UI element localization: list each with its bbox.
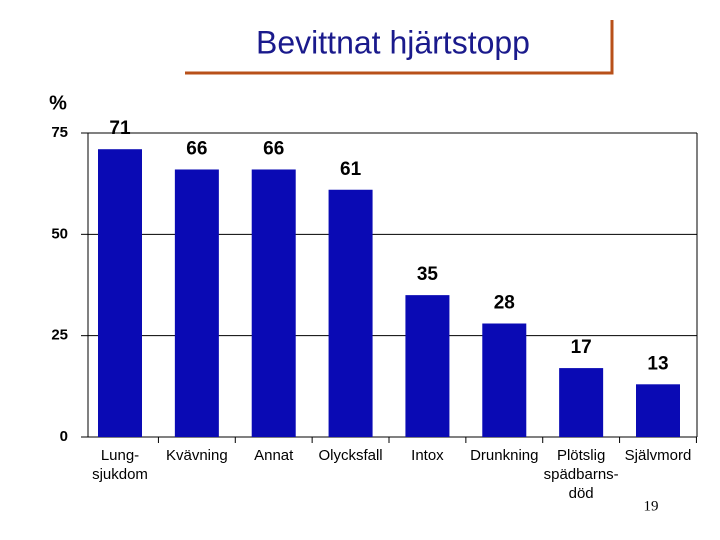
- bar: [251, 169, 296, 438]
- x-tick-label: Kvävning: [165, 447, 228, 464]
- title-decoration: [185, 20, 614, 75]
- bar: [328, 189, 373, 437]
- x-tick-label: Olycksfall: [318, 447, 383, 464]
- value-label: 13: [647, 353, 668, 374]
- value-label: 17: [571, 337, 592, 358]
- x-tick-label: Annat: [254, 447, 294, 464]
- value-label: 28: [494, 293, 515, 314]
- x-tick-label: Plötslig spädbarns- död: [543, 447, 619, 502]
- x-tick-label: Drunkning: [470, 447, 539, 464]
- y-tick-label: 75: [51, 124, 68, 141]
- bar: [559, 368, 604, 437]
- bar: [482, 323, 527, 437]
- bar: [405, 295, 450, 437]
- page-number: 19: [644, 498, 659, 514]
- bar: [636, 384, 680, 437]
- bar: [174, 169, 219, 438]
- x-tick-label: Intox: [411, 447, 444, 464]
- bar: [98, 149, 142, 438]
- value-label: 66: [263, 138, 284, 159]
- value-label: 71: [109, 118, 131, 139]
- chart-title: Bevittnat hjärtstopp: [256, 24, 530, 60]
- value-label: 35: [417, 264, 439, 285]
- y-tick-label: 25: [51, 327, 68, 344]
- x-tick-label: Lung- sjukdom: [92, 447, 148, 483]
- y-axis-label: %: [49, 92, 67, 114]
- x-tick-label: Självmord: [624, 447, 692, 464]
- y-tick-label: 0: [60, 428, 68, 445]
- value-label: 66: [186, 138, 207, 159]
- value-label: 61: [340, 159, 362, 180]
- y-tick-label: 50: [51, 225, 68, 242]
